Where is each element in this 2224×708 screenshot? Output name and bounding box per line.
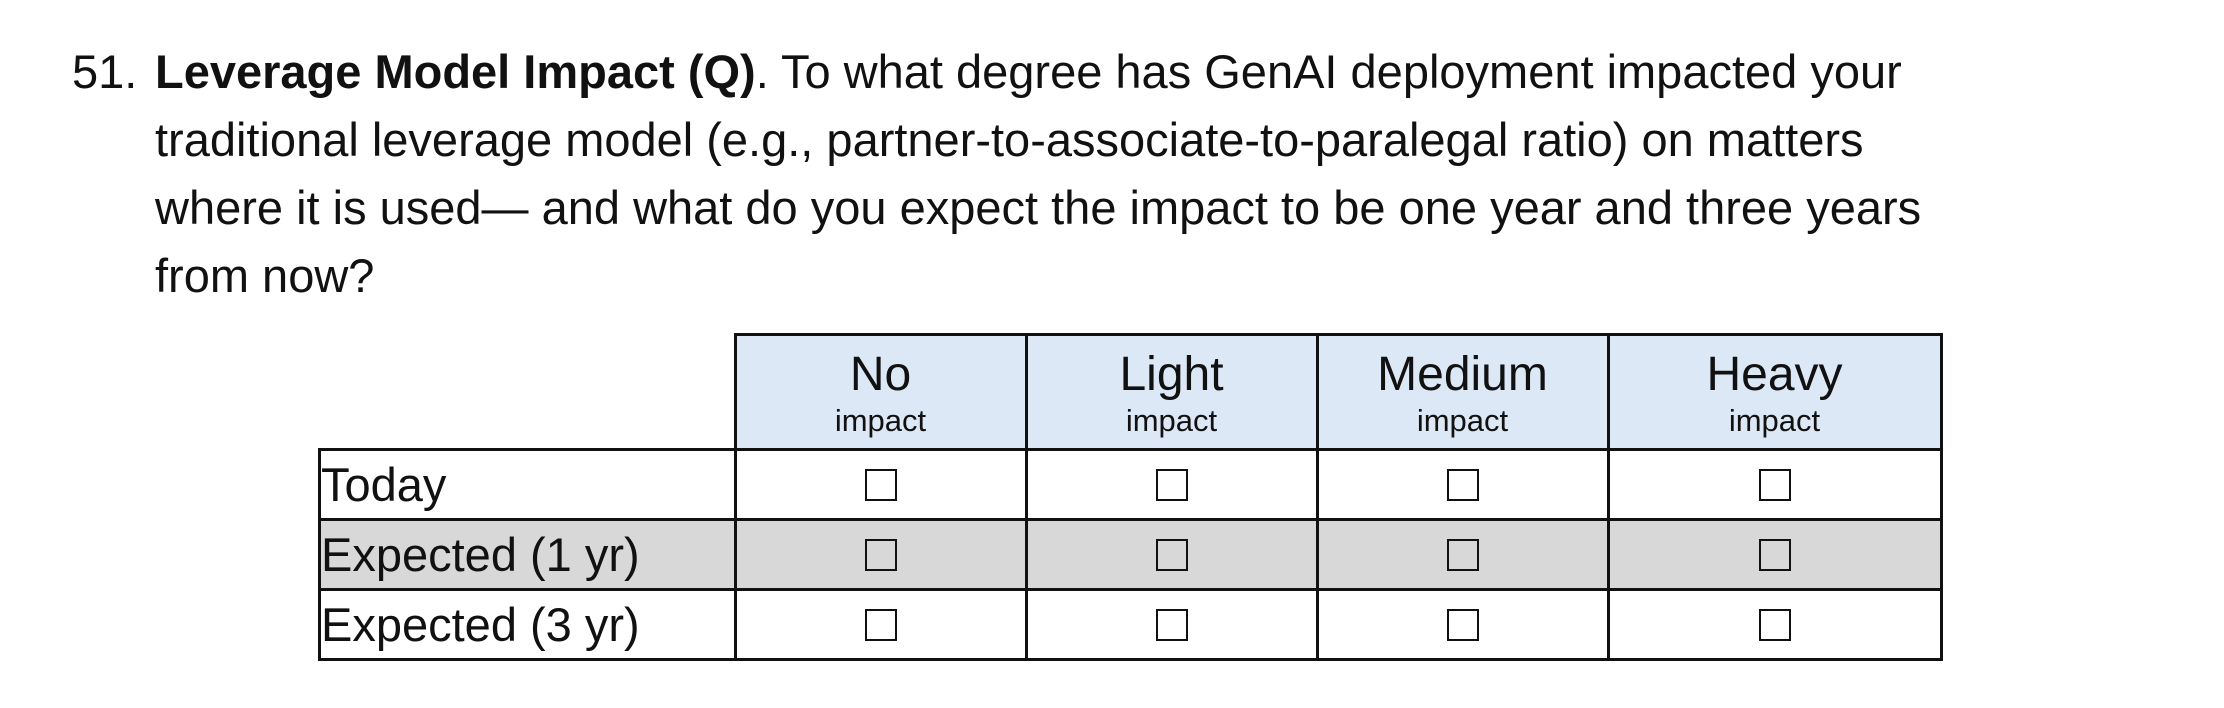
checkbox-3yr-heavy-impact[interactable] bbox=[1758, 608, 1791, 641]
checkbox-3yr-light-impact[interactable] bbox=[1155, 608, 1188, 641]
question-line-4: from now? bbox=[155, 249, 375, 302]
row-label-expected-1yr: Expected (1 yr) bbox=[318, 518, 737, 591]
checkbox-today-medium-impact[interactable] bbox=[1446, 468, 1479, 501]
row-expected-3yr: Expected (3 yr) bbox=[318, 588, 1943, 661]
cell-today-no bbox=[733, 448, 1028, 521]
question-text: Leverage Model Impact (Q). To what degre… bbox=[155, 38, 2185, 310]
response-grid: No impact Light impact Medium impact Hea… bbox=[318, 333, 1943, 661]
column-header-main: No bbox=[849, 348, 912, 401]
question-line-3: where it is used— and what do you expect… bbox=[155, 181, 1922, 234]
cell-today-light bbox=[1024, 448, 1319, 521]
row-label-today: Today bbox=[318, 448, 737, 521]
column-header-main: Medium bbox=[1377, 348, 1548, 401]
cell-1yr-medium bbox=[1315, 518, 1610, 591]
checkbox-3yr-medium-impact[interactable] bbox=[1446, 608, 1479, 641]
column-header-sub: impact bbox=[1728, 403, 1821, 438]
cell-today-medium bbox=[1315, 448, 1610, 521]
column-header-sub: impact bbox=[1416, 403, 1509, 438]
row-today: Today bbox=[318, 448, 1943, 521]
checkbox-today-light-impact[interactable] bbox=[1155, 468, 1188, 501]
question-line-2: traditional leverage model (e.g., partne… bbox=[155, 113, 1864, 166]
cell-3yr-medium bbox=[1315, 588, 1610, 661]
checkbox-1yr-light-impact[interactable] bbox=[1155, 538, 1188, 571]
question-number: 51. bbox=[72, 45, 138, 98]
checkbox-3yr-no-impact[interactable] bbox=[864, 608, 897, 641]
cell-3yr-no bbox=[733, 588, 1028, 661]
column-header-main: Light bbox=[1119, 348, 1224, 401]
question-line-1: Leverage Model Impact (Q). To what degre… bbox=[155, 38, 2185, 106]
row-label-expected-3yr: Expected (3 yr) bbox=[318, 588, 737, 661]
column-header-light-impact: Light impact bbox=[1024, 333, 1319, 451]
checkbox-1yr-medium-impact[interactable] bbox=[1446, 538, 1479, 571]
column-header-sub: impact bbox=[1125, 403, 1218, 438]
header-row: No impact Light impact Medium impact Hea… bbox=[320, 333, 1943, 451]
column-header-no-impact: No impact bbox=[733, 333, 1028, 451]
row-expected-1yr: Expected (1 yr) bbox=[318, 518, 1943, 591]
cell-1yr-heavy bbox=[1606, 518, 1943, 591]
checkbox-today-heavy-impact[interactable] bbox=[1758, 468, 1791, 501]
column-header-medium-impact: Medium impact bbox=[1315, 333, 1610, 451]
header-blank-cell bbox=[320, 335, 736, 450]
cell-1yr-light bbox=[1024, 518, 1319, 591]
question-line-1-rest: . To what degree has GenAI deployment im… bbox=[755, 45, 1902, 98]
checkbox-1yr-no-impact[interactable] bbox=[864, 538, 897, 571]
cell-3yr-light bbox=[1024, 588, 1319, 661]
cell-3yr-heavy bbox=[1606, 588, 1943, 661]
column-header-heavy-impact: Heavy impact bbox=[1606, 333, 1943, 451]
question-title: Leverage Model Impact (Q) bbox=[155, 45, 756, 98]
checkbox-today-no-impact[interactable] bbox=[864, 468, 897, 501]
cell-1yr-no bbox=[733, 518, 1028, 591]
column-header-main: Heavy bbox=[1706, 348, 1843, 401]
cell-today-heavy bbox=[1606, 448, 1943, 521]
column-header-sub: impact bbox=[834, 403, 927, 438]
checkbox-1yr-heavy-impact[interactable] bbox=[1758, 538, 1791, 571]
